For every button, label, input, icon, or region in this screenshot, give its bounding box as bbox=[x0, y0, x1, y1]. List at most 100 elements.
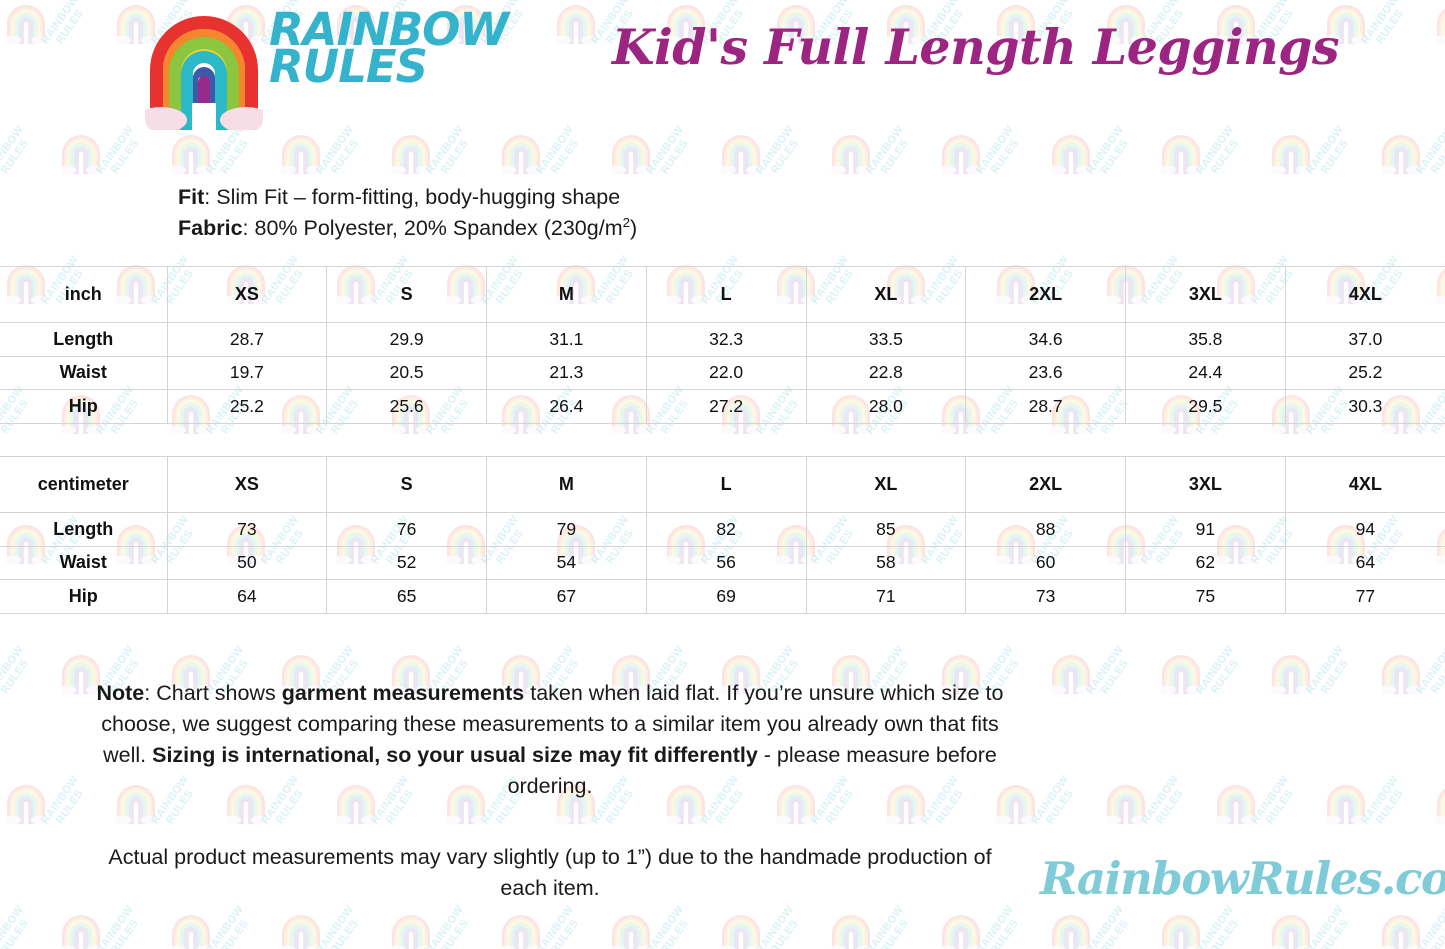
spec-fit-label: Fit bbox=[178, 185, 205, 209]
note-part2: taken when laid flat. If you’re unsure w… bbox=[101, 681, 1004, 767]
cell-length-xs: 28.7 bbox=[166, 322, 328, 357]
cell-waist-xs: 50 bbox=[166, 545, 328, 580]
column-header-3xl: 3XL bbox=[1125, 266, 1286, 323]
cell-hip-4xl: 30.3 bbox=[1284, 389, 1445, 424]
cell-waist-4xl: 25.2 bbox=[1284, 355, 1445, 390]
cell-waist-2xl: 60 bbox=[965, 545, 1126, 580]
column-header-2xl: 2XL bbox=[965, 456, 1126, 513]
note-part3: - please measure before ordering. bbox=[507, 742, 997, 798]
cell-length-xl: 85 bbox=[805, 512, 967, 547]
note-part1: Chart shows bbox=[156, 681, 282, 705]
cell-length-4xl: 94 bbox=[1284, 512, 1445, 547]
table-row: Waist 50 52 54 56 58 60 62 64 bbox=[0, 545, 1445, 580]
column-header-xs: XS bbox=[166, 456, 328, 513]
spec-fabric-label: Fabric bbox=[178, 215, 243, 240]
spec-fabric: Fabric: 80% Polyester, 20% Spandex (230g… bbox=[178, 213, 637, 244]
cell-length-xs: 73 bbox=[166, 512, 328, 547]
cell-waist-l: 22.0 bbox=[645, 355, 807, 390]
column-header-l: L bbox=[645, 266, 807, 323]
note-lead-label: Note bbox=[96, 681, 145, 705]
size-table-inch: inch XS S M L XL 2XL 3XL 4XL Length 28.7… bbox=[0, 266, 1445, 424]
cell-length-l: 82 bbox=[645, 512, 807, 547]
cell-waist-s: 20.5 bbox=[326, 355, 487, 390]
spec-fit-value: Slim Fit – form-fitting, body-hugging sh… bbox=[216, 185, 621, 209]
cell-hip-s: 25.6 bbox=[326, 389, 487, 424]
size-table-centimeter: centimeter XS S M L XL 2XL 3XL 4XL Lengt… bbox=[0, 456, 1445, 614]
note-paragraph: Note: Chart shows garment measurements t… bbox=[95, 678, 1005, 802]
product-specs: Fit: Slim Fit – form-fitting, body-huggi… bbox=[178, 182, 637, 243]
cell-length-2xl: 88 bbox=[965, 512, 1126, 547]
cell-hip-xl: 71 bbox=[805, 579, 967, 614]
cell-length-4xl: 37.0 bbox=[1284, 322, 1445, 357]
row-label-waist: Waist bbox=[0, 355, 168, 390]
spec-fabric-value-tail: ) bbox=[630, 215, 638, 240]
cell-waist-xl: 22.8 bbox=[805, 355, 967, 390]
column-header-m: M bbox=[486, 456, 647, 513]
cell-waist-3xl: 62 bbox=[1125, 545, 1286, 580]
cell-length-xl: 33.5 bbox=[805, 322, 967, 357]
brand-wordmark-line2: RULES bbox=[269, 39, 428, 93]
cell-hip-3xl: 29.5 bbox=[1125, 389, 1286, 424]
page-header: RAINBOW RULES Kid's Full Length Leggings bbox=[0, 0, 1445, 150]
cell-hip-2xl: 73 bbox=[965, 579, 1126, 614]
unit-label-inch: inch bbox=[0, 266, 168, 323]
cell-waist-m: 21.3 bbox=[486, 355, 647, 390]
cell-waist-4xl: 64 bbox=[1284, 545, 1445, 580]
column-header-4xl: 4XL bbox=[1284, 266, 1445, 323]
cell-hip-xs: 25.2 bbox=[166, 389, 328, 424]
cell-waist-2xl: 23.6 bbox=[965, 355, 1126, 390]
cell-hip-l: 27.2 bbox=[645, 389, 807, 424]
note-bold2: Sizing is international, so your usual s… bbox=[152, 742, 758, 767]
row-label-hip: Hip bbox=[0, 389, 168, 424]
size-table-cm-body: Length 73 76 79 82 85 88 91 94 Waist 50 … bbox=[0, 512, 1445, 614]
cell-hip-4xl: 77 bbox=[1284, 579, 1445, 614]
spec-fit-separator: : bbox=[204, 185, 217, 209]
cell-hip-m: 67 bbox=[486, 579, 647, 614]
column-header-xl: XL bbox=[805, 456, 967, 513]
table-row: Waist 19.7 20.5 21.3 22.0 22.8 23.6 24.4… bbox=[0, 355, 1445, 390]
table-row: Length 73 76 79 82 85 88 91 94 bbox=[0, 512, 1445, 547]
table-header-row: centimeter XS S M L XL 2XL 3XL 4XL bbox=[0, 456, 1445, 513]
cell-length-3xl: 91 bbox=[1125, 512, 1286, 547]
spec-fabric-value: 80% Polyester, 20% Spandex (230g/m bbox=[254, 215, 623, 240]
column-header-2xl: 2XL bbox=[965, 266, 1126, 323]
row-label-length: Length bbox=[0, 322, 168, 357]
cell-hip-s: 65 bbox=[326, 579, 487, 614]
cell-length-s: 29.9 bbox=[326, 322, 487, 357]
size-table-inch-head: inch XS S M L XL 2XL 3XL 4XL bbox=[0, 266, 1445, 323]
variance-paragraph: Actual product measurements may vary sli… bbox=[108, 845, 992, 900]
cell-length-m: 31.1 bbox=[486, 322, 647, 357]
spec-fit: Fit: Slim Fit – form-fitting, body-huggi… bbox=[178, 182, 637, 213]
column-header-xs: XS bbox=[166, 266, 328, 323]
column-header-s: S bbox=[326, 456, 487, 513]
cell-hip-2xl: 28.7 bbox=[965, 389, 1126, 424]
note-bold1: garment measurements bbox=[281, 681, 525, 705]
column-header-s: S bbox=[326, 266, 487, 323]
cell-hip-m: 26.4 bbox=[486, 389, 647, 424]
cell-hip-xs: 64 bbox=[166, 579, 328, 614]
table-row: Hip 64 65 67 69 71 73 75 77 bbox=[0, 579, 1445, 614]
size-table-cm-head: centimeter XS S M L XL 2XL 3XL 4XL bbox=[0, 456, 1445, 513]
table-row: Length 28.7 29.9 31.1 32.3 33.5 34.6 35.… bbox=[0, 322, 1445, 357]
column-header-4xl: 4XL bbox=[1284, 456, 1445, 513]
column-header-xl: XL bbox=[805, 266, 967, 323]
cell-length-2xl: 34.6 bbox=[965, 322, 1126, 357]
cell-waist-xs: 19.7 bbox=[166, 355, 328, 390]
spec-fabric-superscript: 2 bbox=[622, 214, 631, 230]
rainbow-arch-icon bbox=[145, 16, 263, 130]
brand-wordmark-line1: RAINBOW bbox=[269, 3, 509, 56]
cell-waist-m: 54 bbox=[486, 545, 647, 580]
size-table-inch-body: Length 28.7 29.9 31.1 32.3 33.5 34.6 35.… bbox=[0, 322, 1445, 424]
row-label-waist: Waist bbox=[0, 545, 168, 580]
cell-waist-l: 56 bbox=[645, 545, 807, 580]
spec-fabric-separator: : bbox=[242, 215, 255, 240]
table-row: Hip 25.2 25.6 26.4 27.2 28.0 28.7 29.5 3… bbox=[0, 389, 1445, 424]
cell-length-s: 76 bbox=[326, 512, 487, 547]
cell-waist-3xl: 24.4 bbox=[1125, 355, 1286, 390]
column-header-l: L bbox=[645, 456, 807, 513]
row-label-hip: Hip bbox=[0, 579, 168, 614]
column-header-3xl: 3XL bbox=[1125, 456, 1286, 513]
page-title: Kid's Full Length Leggings bbox=[612, 18, 1340, 76]
cell-length-l: 32.3 bbox=[645, 322, 807, 357]
